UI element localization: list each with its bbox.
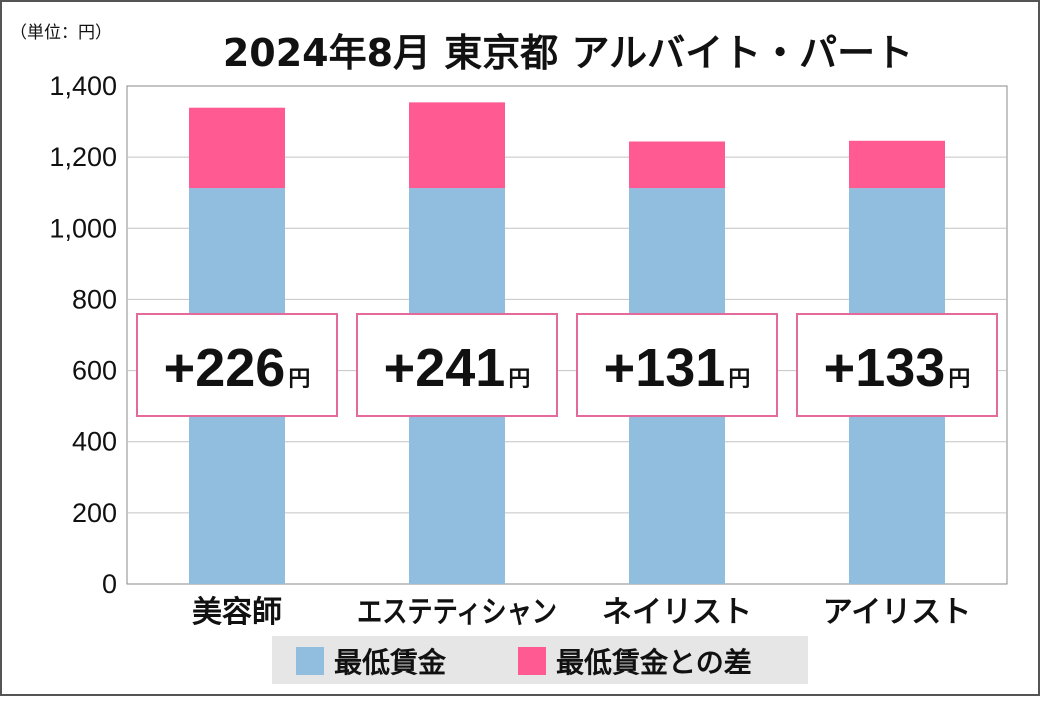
y-tick-label: 0 bbox=[102, 569, 117, 599]
difference-box bbox=[796, 313, 998, 417]
difference-value: +133 円 bbox=[824, 338, 971, 398]
y-tick-label: 1,400 bbox=[49, 71, 117, 101]
difference-value: +241 円 bbox=[384, 338, 531, 398]
difference-callout: +131 円 bbox=[576, 313, 778, 417]
difference-box bbox=[356, 313, 558, 417]
difference-box bbox=[576, 313, 778, 417]
y-axis-ticks: 0 200 400 600 800 1,000 1,200 1,400 bbox=[49, 71, 117, 599]
legend-label-minimum-wage: 最低賃金 bbox=[334, 646, 447, 679]
x-category-label: エステティシャン bbox=[357, 595, 557, 630]
unit-label: （単位：円） bbox=[10, 23, 112, 43]
y-tick-label: 1,000 bbox=[49, 213, 117, 243]
difference-box bbox=[136, 313, 338, 417]
y-tick-label: 200 bbox=[72, 498, 117, 528]
bar-difference bbox=[189, 107, 285, 189]
bar-difference bbox=[849, 140, 945, 189]
legend-swatch-minimum-wage bbox=[296, 647, 324, 675]
y-tick-label: 400 bbox=[72, 427, 117, 457]
y-tick-label: 600 bbox=[72, 356, 117, 386]
x-category-label: アイリスト bbox=[823, 595, 972, 630]
difference-callout: +241 円 bbox=[356, 313, 558, 417]
y-tick-label: 800 bbox=[72, 284, 117, 314]
x-axis-categories: 美容師 エステティシャン ネイリスト アイリスト bbox=[192, 595, 971, 630]
legend: 最低賃金 最低賃金との差 bbox=[272, 636, 808, 684]
difference-value: +226 円 bbox=[164, 338, 311, 398]
difference-callout: +133 円 bbox=[796, 313, 998, 417]
legend-label-difference: 最低賃金との差 bbox=[556, 646, 752, 679]
bar-difference bbox=[629, 141, 725, 189]
difference-value: +131 円 bbox=[604, 338, 751, 398]
y-tick-label: 1,200 bbox=[49, 142, 117, 172]
chart-title: 2024年8月 東京都 アルバイト・パート bbox=[223, 31, 913, 75]
difference-callout: +226 円 bbox=[136, 313, 338, 417]
x-category-label: 美容師 bbox=[192, 595, 282, 630]
difference-labels: +226 円 +241 円 +131 円 +133 円 bbox=[136, 313, 998, 417]
legend-swatch-difference bbox=[518, 647, 546, 675]
x-category-label: ネイリスト bbox=[602, 595, 752, 630]
bar-difference bbox=[409, 102, 505, 189]
